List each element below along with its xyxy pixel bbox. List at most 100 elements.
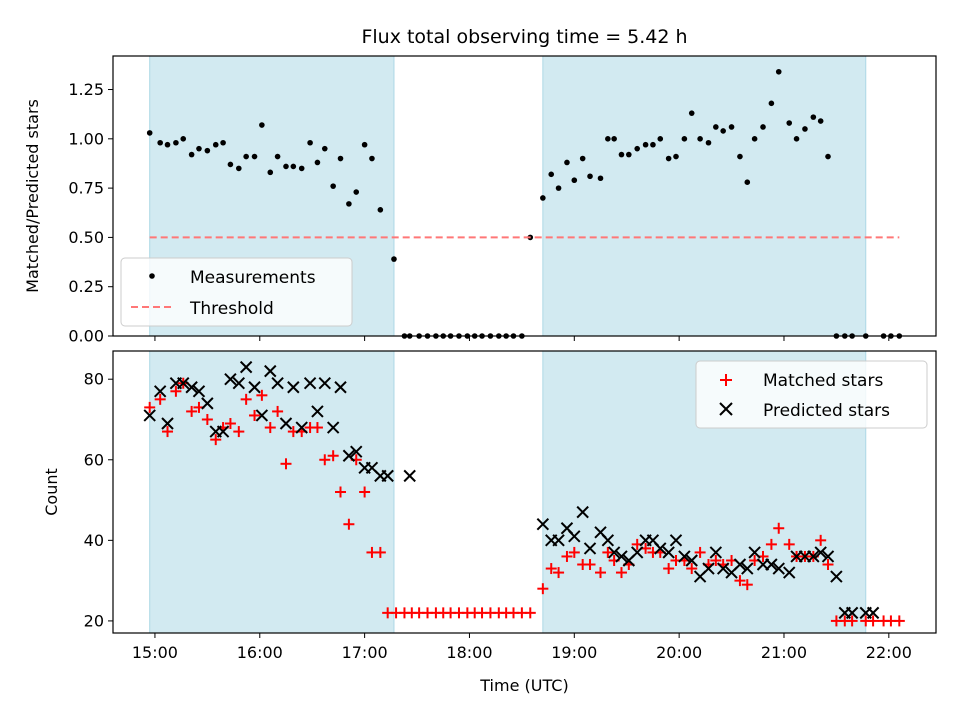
measurements-point: [579, 155, 586, 162]
predicted-stars-point: [311, 405, 324, 418]
measurements-point: [642, 141, 649, 148]
predicted-stars-point: [216, 425, 230, 438]
matched-stars-point: [311, 422, 323, 434]
matched-stars-point: [867, 615, 879, 627]
matched-stars-point: [335, 486, 347, 498]
measurements-point: [825, 153, 831, 160]
measurements-point: [786, 120, 793, 126]
measurements-point: [180, 136, 187, 142]
measurements-point: [361, 141, 368, 148]
bottom-legend: Matched stars Predicted stars: [695, 360, 928, 429]
measurements-point: [810, 114, 817, 120]
predicted-stars-point: [845, 606, 859, 620]
predicted-stars-point: [326, 421, 340, 434]
measurements-point: [634, 145, 641, 152]
predicted-stars-point: [741, 562, 754, 575]
predicted-stars-point: [733, 558, 747, 571]
predicted-stars-point: [255, 409, 269, 422]
top-y-ticks: 0.00 0.25 0.50 0.75 1.00 1.25: [68, 80, 113, 346]
predicted-stars-point: [224, 372, 237, 386]
predicted-stars-point: [287, 381, 300, 394]
top-y-tick-label: 0.50: [68, 228, 104, 247]
predicted-stars-point: [161, 417, 174, 430]
top-shaded-interval: [542, 55, 867, 337]
matched-stars-point: [686, 563, 698, 575]
predicted-stars-point: [830, 570, 843, 583]
legend-label-measurements: Measurements: [190, 268, 316, 288]
top-y-tick-label: 1.25: [68, 80, 104, 99]
x-tick-label: 21:00: [761, 643, 807, 662]
bottom-y-tick-label: 60: [84, 450, 104, 469]
measurements-point: [391, 256, 397, 262]
bottom-y-ticks: 20 40 60 80: [84, 370, 113, 630]
predicted-stars-point: [807, 550, 820, 563]
matched-stars-point: [765, 538, 777, 550]
measurements-point: [173, 139, 179, 146]
predicted-stars-point: [185, 381, 198, 394]
measurements-point: [728, 124, 735, 130]
legend-marker-predicted-stars: [719, 402, 733, 416]
x-tick-label: 17:00: [342, 643, 388, 662]
predicted-stars-point: [248, 381, 261, 394]
predicted-stars-point: [350, 445, 363, 458]
measurements-point: [377, 207, 384, 213]
predicted-stars-point: [201, 397, 214, 410]
measurements-point: [618, 151, 625, 158]
bottom-plot-frame: [112, 350, 937, 634]
measurements-point: [321, 145, 328, 152]
matched-stars-point: [359, 486, 371, 498]
legend-marker-measurements: [149, 273, 155, 279]
predicted-stars-point: [403, 469, 416, 483]
measurements-point: [188, 151, 195, 158]
predicted-stars-point: [279, 417, 293, 430]
predicted-stars-point: [821, 550, 835, 563]
measurements-point: [665, 155, 672, 162]
matched-stars-point: [280, 458, 292, 470]
measurements-point: [681, 136, 688, 142]
predicted-stars-point: [239, 360, 253, 374]
predicted-stars-point: [669, 534, 683, 547]
top-y-tick-label: 1.00: [68, 129, 104, 148]
measurements-point: [817, 118, 824, 124]
predicted-stars-point: [685, 554, 698, 567]
predicted-stars-point: [381, 469, 394, 483]
predicted-stars-point: [342, 449, 356, 462]
predicted-stars-point: [748, 546, 761, 559]
measurements-point: [626, 151, 632, 158]
measurements-point: [751, 136, 758, 142]
matched-stars-point: [210, 434, 222, 446]
predicted-stars-point: [654, 542, 667, 555]
bottom-y-axis-label: Count: [42, 468, 61, 516]
top-y-tick-label: 0.75: [68, 179, 104, 198]
measurements-point: [744, 179, 751, 185]
measurements-point: [220, 139, 226, 146]
matched-stars-point: [815, 534, 827, 546]
predicted-stars-point: [866, 606, 880, 620]
measurements-point: [307, 139, 313, 146]
matched-stars-point: [741, 579, 753, 591]
matched-stars-point: [256, 389, 268, 401]
matched-stars-point: [734, 575, 746, 587]
measurements-point: [227, 161, 234, 168]
predicted-stars-point: [303, 377, 317, 390]
measurements-point: [605, 136, 611, 142]
x-axis-label: Time (UTC): [479, 676, 568, 695]
matched-stars-point: [249, 409, 261, 421]
matched-stars-point: [186, 405, 198, 417]
matched-stars-point: [374, 546, 386, 558]
top-panel: Flux total observing time = 5.42 h 0.000…: [23, 26, 937, 346]
measurements-point: [555, 185, 562, 191]
measurements-point: [330, 183, 336, 189]
matched-stars-point: [893, 615, 905, 627]
predicted-stars-point: [143, 409, 156, 422]
measurements-point: [802, 126, 808, 132]
predicted-stars-point: [334, 381, 347, 394]
matched-stars-point: [201, 413, 213, 425]
matched-stars-point: [568, 546, 580, 558]
x-tick-label: 16:00: [237, 643, 283, 662]
predicted-stars-point: [536, 518, 550, 531]
predicted-stars-point: [607, 546, 621, 559]
matched-stars-point: [170, 385, 182, 397]
top-legend-box: [120, 257, 353, 327]
matched-stars-point: [602, 546, 614, 558]
